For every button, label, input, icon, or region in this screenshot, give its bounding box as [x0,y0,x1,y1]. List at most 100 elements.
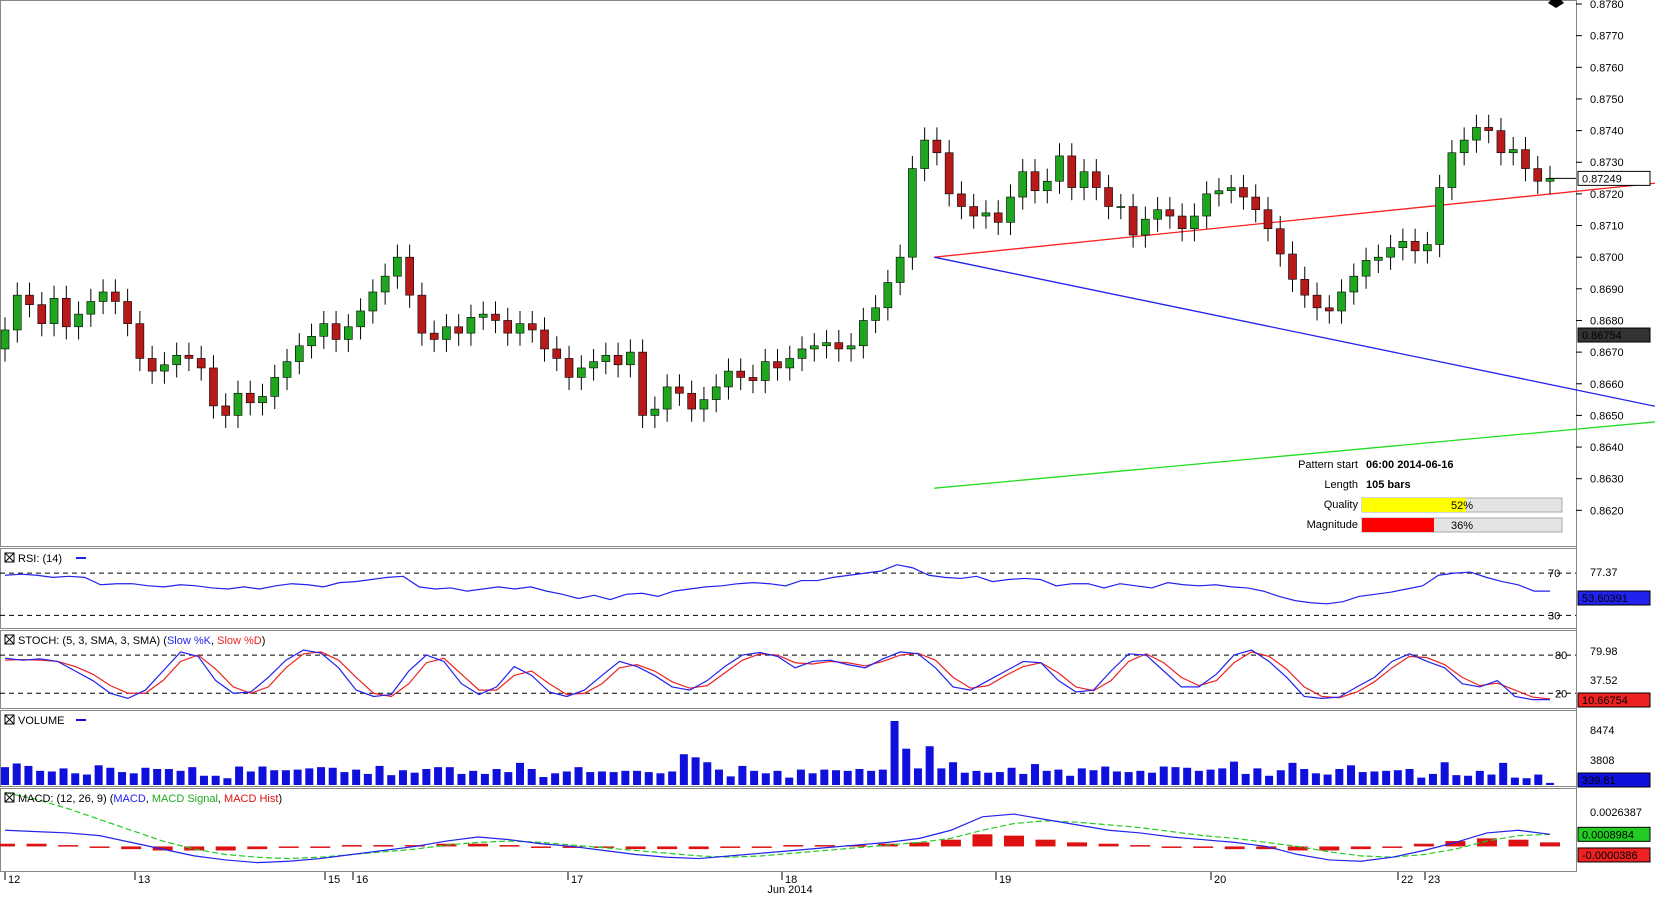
macd-value-label: 0.0008984 [1582,829,1634,841]
candle-body [135,323,145,359]
candle-body [601,354,611,362]
volume-bar [94,765,103,785]
volume-bar [1054,769,1063,785]
macd-hist-bar [1003,835,1024,847]
macd-hist-bar [152,846,173,851]
volume-bar [469,770,478,785]
volume-bar [984,772,993,785]
candle-body [1202,193,1211,217]
volume-bar [199,775,208,785]
volume-bar [71,773,80,785]
volume-bar [1276,770,1285,785]
volume-bar [1370,771,1379,785]
pattern-info: Pattern start 06:00 2014-06-16 Length 10… [1298,459,1563,533]
candle-body [577,367,586,378]
volume-bar [141,767,150,785]
scroll-marker-icon[interactable] [1548,0,1564,8]
macd-hist-bar [1350,846,1371,850]
candle-body [1128,206,1138,236]
volume-bar [1183,767,1192,785]
candle-body [98,291,108,302]
volume-bar [258,766,267,785]
x-tick-label: 17 [571,874,583,886]
candle-body [258,396,267,404]
volume-bar [59,768,68,785]
candle-body [1459,139,1469,154]
macd-hist-bar [467,843,488,847]
volume-bar [1464,775,1473,785]
volume-bar [235,766,244,785]
volume-bar [1112,771,1121,785]
macd-hist-bar [783,845,804,847]
candle-body [1141,218,1150,236]
macd-hist-bar [1035,839,1056,847]
volume-bar [1393,770,1402,785]
candle-body [1092,171,1101,188]
macd-close-icon[interactable] [4,792,15,803]
volume-bar [1124,772,1133,785]
volume-bar [808,773,817,785]
rsi-value-label: 53.60391 [1582,593,1628,605]
volume-bar [1440,762,1449,785]
stoch-k-name: Slow %K [167,635,212,647]
volume-bar [492,769,501,785]
pattern-quality-label: Quality [1324,499,1359,511]
volume-close-icon[interactable] [4,714,15,725]
volume-value-label: 339.81 [1582,775,1616,787]
volume-bar [188,767,197,785]
candle-body [1386,247,1395,258]
volume-bar [1487,774,1496,785]
price-tick-label: 0.8640 [1590,442,1624,454]
macd-hist-bar [625,846,646,850]
candle-body [650,408,660,416]
candle-body [0,329,10,350]
pattern-magnitude-label: Magnitude [1307,519,1358,531]
volume-bar [305,768,314,785]
stoch-d-name: Slow %D [217,635,262,647]
price-tick-label: 0.8650 [1590,410,1624,422]
candle-body [1177,215,1187,229]
volume-bar [551,773,560,785]
macd-hist-bar [846,845,867,847]
svg-text:MACD: (12, 26, 9) (MACD, MACD: MACD: (12, 26, 9) (MACD, MACD Signal, MA… [18,793,282,805]
macd-hist-bar [814,845,835,847]
candle-body [1263,209,1273,229]
rsi-close-icon[interactable] [4,552,15,563]
x-tick-label: 18 [785,874,797,886]
volume-bar [1148,772,1157,785]
stoch-close-icon[interactable] [4,634,15,645]
volume-bar [363,773,372,785]
rsi-level-label: 30 [1548,610,1560,622]
volume-bar [586,772,595,785]
price-tick-label: 0.8760 [1590,62,1624,74]
pattern-start-value: 06:00 2014-06-16 [1366,459,1453,471]
volume-bar [1159,766,1168,785]
candle-body [245,392,255,404]
volume-bar [434,767,443,785]
quality-bar-text: 52% [1451,500,1473,512]
candle-body [1324,307,1334,312]
macd-hist-bar [26,843,47,847]
pattern-length-label: Length [1324,479,1358,491]
volume-bar [960,772,969,785]
candle-body [1190,215,1199,229]
candle-body [1484,127,1493,131]
volume-bar [1206,769,1215,785]
macd-hist-bar [1540,842,1560,847]
volume-label: VOLUME [18,715,64,727]
stoch-level-label: 20 [1555,688,1567,700]
candle-body [160,364,169,372]
macd-value-label-box [1577,826,1651,842]
stoch-value-label-box [1577,692,1651,708]
volume-bar [1194,770,1203,785]
candle-body [1042,180,1052,192]
magnitude-bar-text: 36% [1451,520,1473,532]
candle-body [37,304,47,324]
macd-hist-bar [657,846,678,850]
volume-bar [562,771,571,785]
price-tick-label: 0.8720 [1590,189,1624,201]
candle-body [417,294,427,334]
candle-body [981,212,991,217]
x-tick-label: 20 [1214,874,1226,886]
volume-bar [340,772,349,785]
